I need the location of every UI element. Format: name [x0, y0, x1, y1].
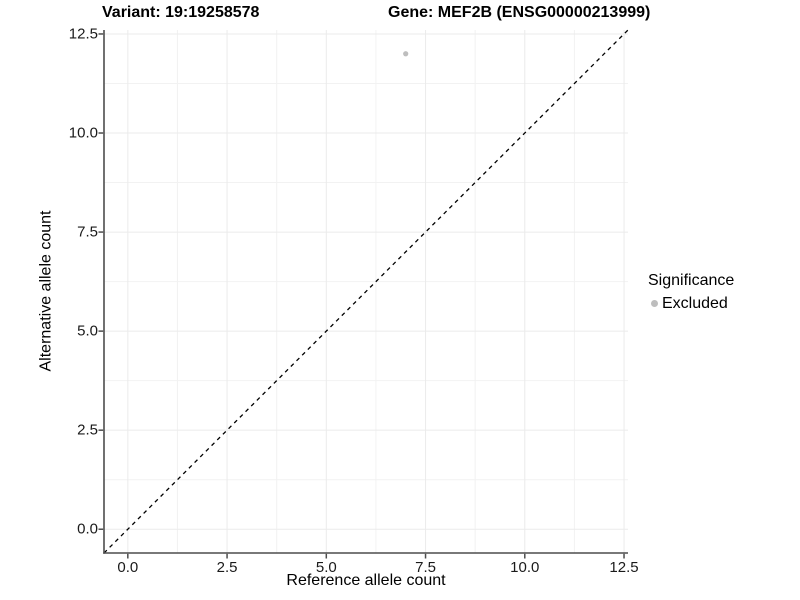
legend-key	[648, 297, 661, 310]
y-tick-label: 10.0	[68, 124, 98, 142]
x-axis-title: Reference allele count	[286, 572, 446, 589]
legend-item: Excluded	[648, 295, 734, 312]
data-point-excluded	[403, 51, 409, 57]
x-tick-label: 5.0	[315, 559, 337, 576]
identity-reference-line	[103, 29, 629, 554]
y-tick-label: 7.5	[77, 223, 98, 241]
x-tick-label: 12.5	[609, 559, 639, 576]
legend-item-label: Excluded	[662, 295, 728, 312]
y-tick-label: 5.0	[77, 322, 98, 340]
x-tick-label: 2.5	[216, 559, 238, 576]
x-tick-label: 7.5	[415, 559, 436, 576]
y-tick-label: 12.5	[68, 25, 98, 43]
plot-title-variant: Variant: 19:19258578	[102, 4, 260, 21]
legend-title: Significance	[648, 272, 735, 289]
plot-title-gene: Gene: MEF2B (ENSG00000213999)	[388, 4, 651, 21]
y-tick-label: 2.5	[77, 421, 98, 439]
x-tick-label: 0.0	[117, 559, 139, 576]
y-axis-title: Alternative allele count	[37, 210, 55, 372]
legend-items: Excluded	[648, 295, 734, 312]
x-tick-label: 10.0	[510, 559, 540, 576]
legend-key-dot-icon	[651, 300, 658, 307]
y-tick-label: 0.0	[77, 520, 98, 538]
legend: Significance Excluded	[648, 271, 734, 312]
